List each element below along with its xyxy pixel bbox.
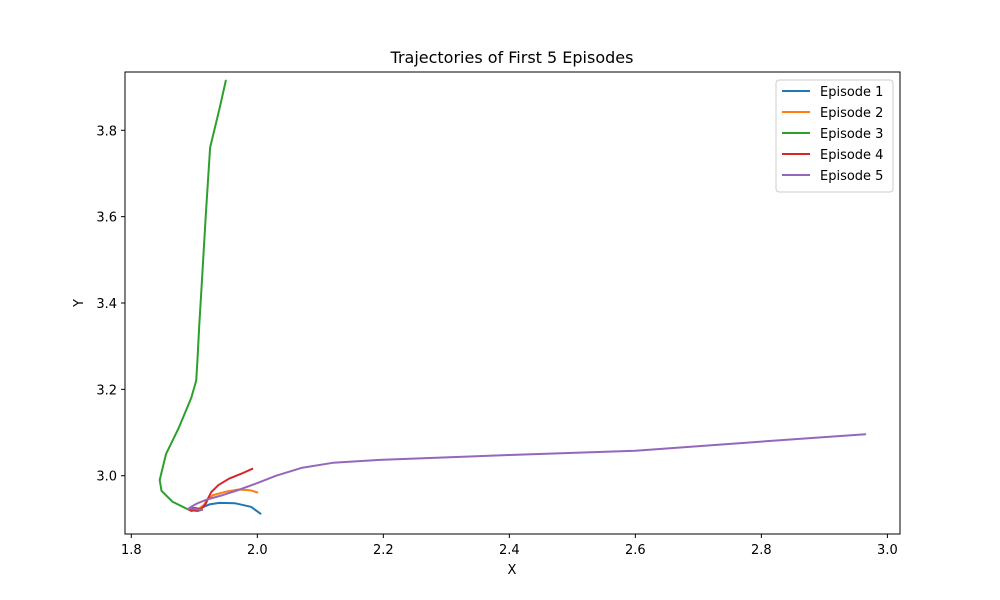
x-tick-label: 1.8 <box>121 543 142 558</box>
y-tick-label: 3.6 <box>96 211 117 226</box>
y-tick-label: 3.2 <box>96 383 117 398</box>
legend: Episode 1 Episode 2 Episode 3 Episode 4 Epis… <box>775 79 894 193</box>
legend-label-episode-5: Episode 5 <box>820 169 883 184</box>
series-line-episode-5 <box>187 433 867 511</box>
y-tick-label: 3.8 <box>96 124 117 139</box>
x-tick-label: 3.0 <box>877 543 898 558</box>
x-tick-label: 2.6 <box>625 543 646 558</box>
y-axis: 3.0 3.2 3.4 3.6 3.8 <box>96 124 125 485</box>
chart-title: Trajectories of First 5 Episodes <box>390 48 634 67</box>
legend-box <box>775 79 894 193</box>
legend-label-episode-3: Episode 3 <box>820 127 883 142</box>
y-tick-label: 3.4 <box>96 297 117 312</box>
plot-area <box>158 79 867 515</box>
y-axis-label: Y <box>72 299 87 308</box>
y-tick-label: 3.0 <box>96 470 117 485</box>
x-axis: 1.8 2.0 2.2 2.4 2.6 2.8 3.0 <box>121 534 898 558</box>
legend-label-episode-2: Episode 2 <box>820 106 883 121</box>
series-line-episode-3 <box>158 79 227 513</box>
series-line-episode-2 <box>187 488 259 512</box>
x-axis-label: X <box>508 563 517 578</box>
legend-label-episode-4: Episode 4 <box>820 148 883 163</box>
x-tick-label: 2.2 <box>373 543 394 558</box>
legend-label-episode-1: Episode 1 <box>820 85 883 100</box>
x-tick-label: 2.0 <box>247 543 268 558</box>
x-tick-label: 2.8 <box>751 543 772 558</box>
x-tick-label: 2.4 <box>499 543 520 558</box>
